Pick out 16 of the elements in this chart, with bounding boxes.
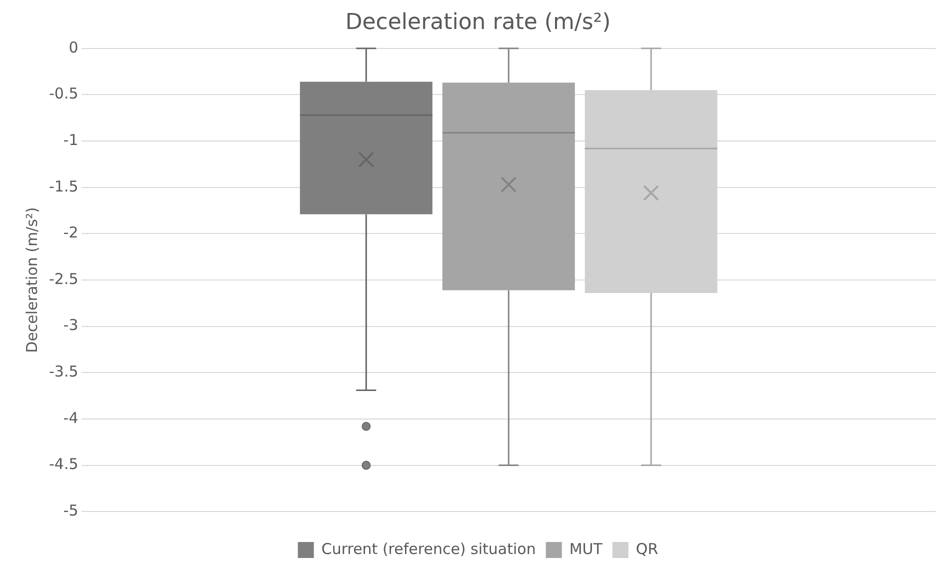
legend-label: QR — [636, 540, 658, 558]
y-tick-label: -3 — [63, 316, 78, 334]
y-tick-label: -1.5 — [48, 177, 78, 196]
y-axis-title: Deceleration (m/s²) — [22, 207, 41, 353]
y-tick-label: -2 — [63, 224, 78, 242]
y-tick-label: -2.5 — [48, 270, 78, 288]
chart-title: Deceleration rate (m/s²) — [345, 10, 611, 35]
y-tick-label: -0.5 — [48, 84, 78, 103]
y-tick-label: -3.5 — [48, 362, 78, 381]
y-tick-label: -4.5 — [48, 455, 78, 474]
y-tick-label: 0 — [68, 38, 78, 56]
y-tick-label: -5 — [63, 501, 78, 520]
legend-label: Current (reference) situation — [321, 540, 536, 558]
y-tick-label: -1 — [63, 130, 78, 149]
legend-label: MUT — [569, 540, 604, 558]
y-tick-label: -4 — [63, 408, 78, 427]
